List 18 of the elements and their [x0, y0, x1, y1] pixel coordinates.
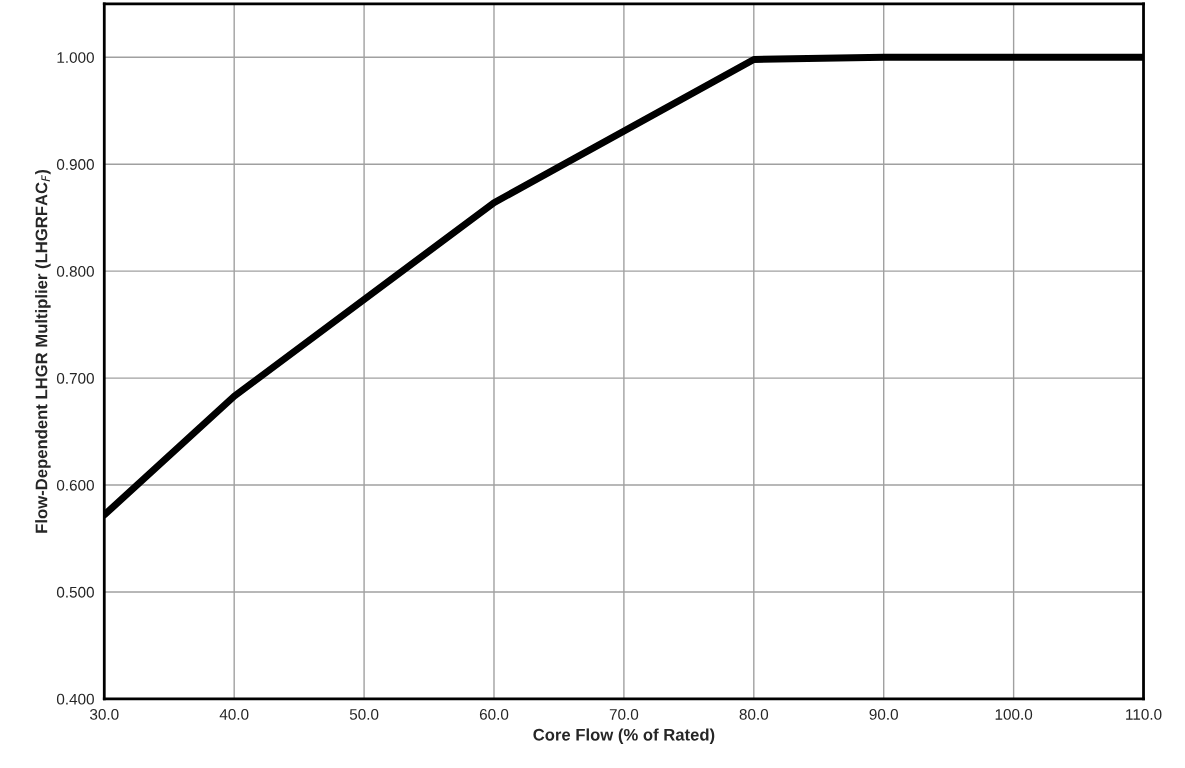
y-tick-label: 1.000: [57, 52, 94, 63]
y-tick-label: 0.500: [56, 586, 94, 598]
y-axis-title: Flow-Dependent LHGR Multiplier (LHGRFAC$_{F}$): [35, 169, 51, 533]
x-tick-label: 60.0: [479, 709, 509, 720]
x-tick-label: 40.0: [219, 709, 249, 720]
x-tick-label: 90.0: [869, 709, 898, 720]
x-tick-label: 50.0: [349, 709, 379, 720]
x-tick-label: 80.0: [739, 709, 769, 720]
y-tick-label: 0.700: [56, 372, 94, 384]
x-axis-title: Core Flow (% of Rated): [533, 728, 715, 744]
x-tick-label: 100.0: [995, 709, 1033, 720]
y-tick-label: 0.800: [56, 266, 94, 277]
x-tick-label: 30.0: [90, 709, 119, 720]
y-tick-label: 0.900: [56, 159, 94, 170]
x-tick-label: 70.0: [609, 709, 639, 720]
x-tick-label: 110.0: [1126, 709, 1162, 720]
y-tick-label: 0.600: [56, 479, 94, 491]
y-tick-label: 0.400: [56, 693, 94, 705]
